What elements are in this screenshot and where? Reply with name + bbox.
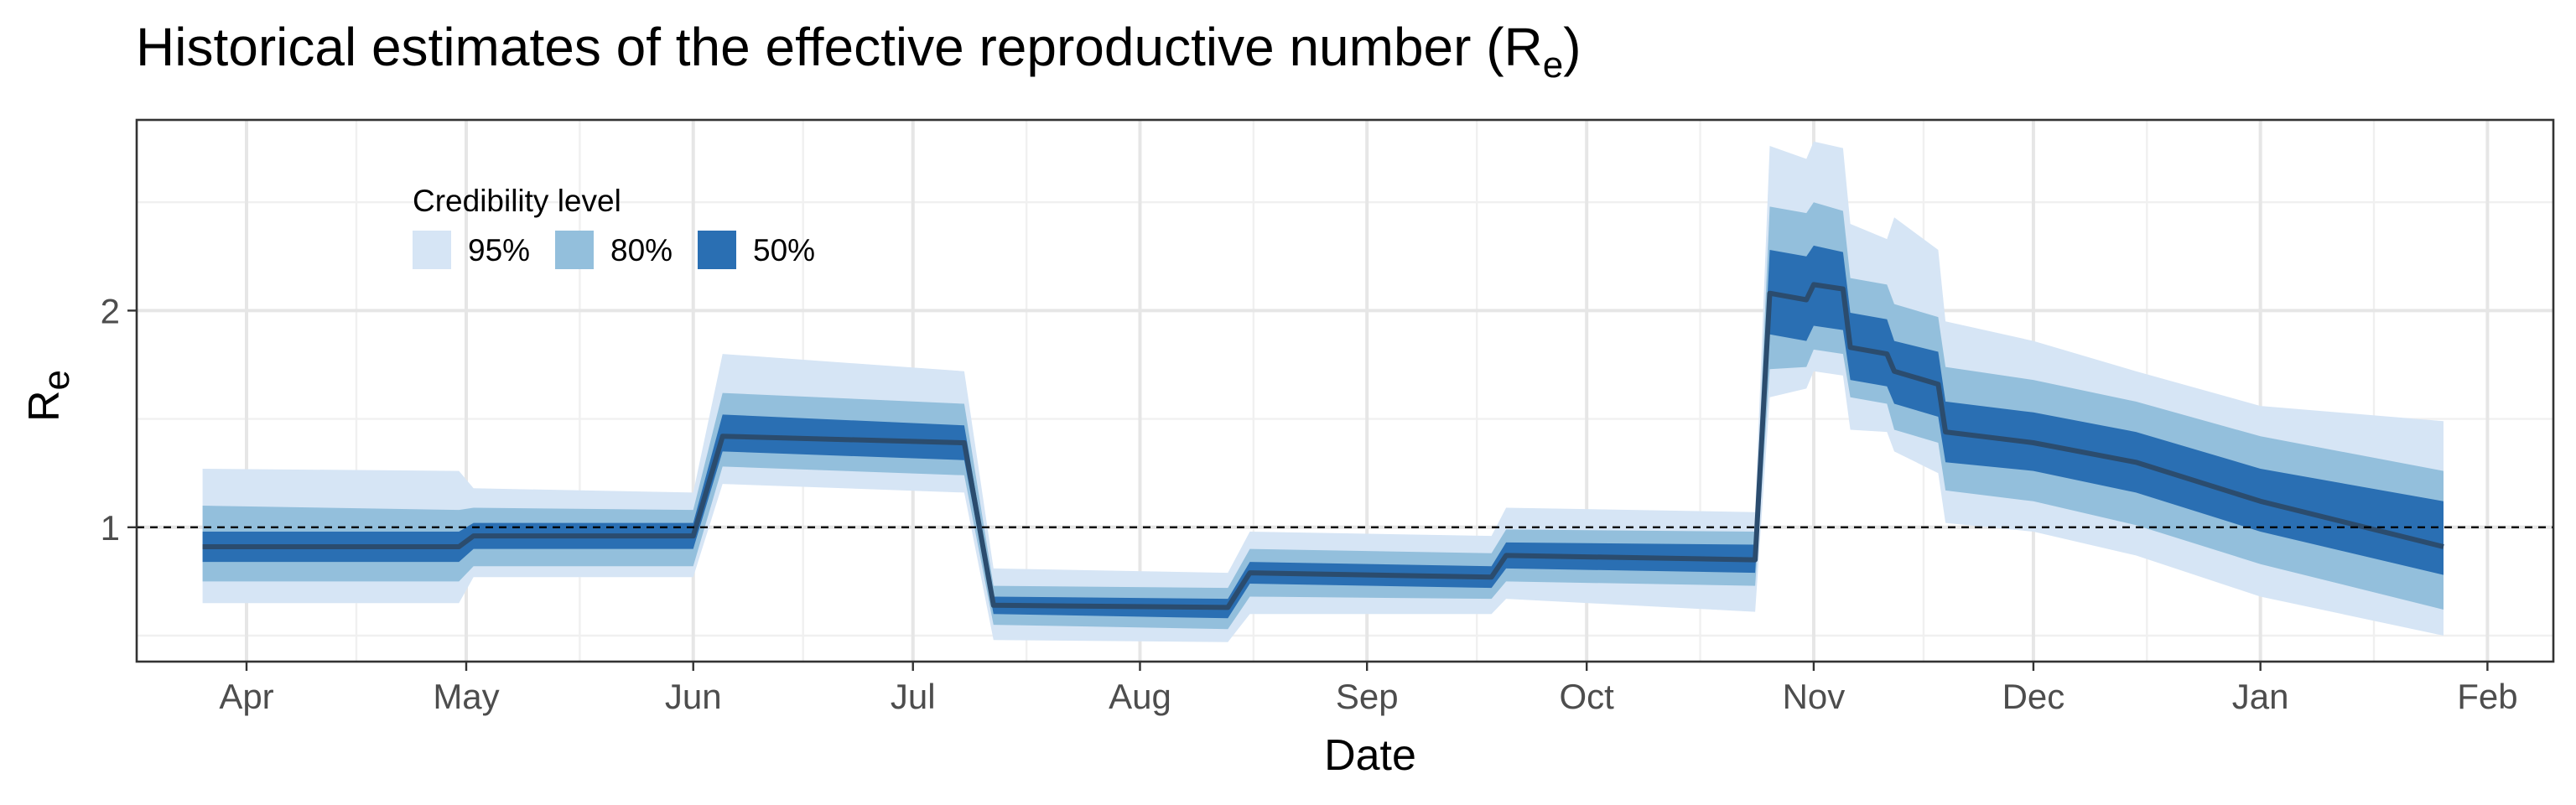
y-tick-label: 2: [101, 291, 120, 330]
plot-panel-border: [135, 118, 2555, 663]
x-tick-label: Dec: [2002, 677, 2065, 716]
chart-title-main: Historical estimates of the effective re…: [136, 17, 1543, 77]
legend: Credibility level 95% 80% 50%: [413, 184, 815, 269]
x-tick-label: Jun: [665, 677, 722, 716]
x-tick-label: Feb: [2457, 677, 2517, 716]
x-tick-label: Nov: [1783, 677, 1846, 716]
legend-label-95: 95%: [468, 233, 530, 267]
x-tick-label: Sep: [1336, 677, 1399, 716]
x-tick-label: Oct: [1560, 677, 1615, 716]
band-50: [202, 245, 2444, 619]
chart-title: Historical estimates of the effective re…: [136, 17, 1581, 86]
x-axis: Apr May Jun Jul Aug Sep Oct Nov Dec Jan Feb: [219, 662, 2518, 716]
legend-swatch-50: [698, 231, 736, 269]
x-tick-label: Aug: [1109, 677, 1171, 716]
x-tick-label: Jul: [891, 677, 936, 716]
credibility-bands: [202, 141, 2444, 642]
y-axis-title-subscript: e: [36, 370, 77, 390]
y-axis-title-main: R: [20, 390, 69, 422]
legend-entries: 95% 80% 50%: [413, 231, 815, 269]
band-95: [202, 141, 2444, 642]
chart-title-subscript: e: [1543, 44, 1563, 86]
chart-title-suffix: ): [1563, 17, 1581, 77]
median-layer: [202, 282, 2444, 610]
band-80: [202, 202, 2444, 630]
legend-label-80: 80%: [610, 233, 673, 267]
y-axis: 12: [101, 291, 137, 548]
x-axis-title: Date: [1324, 731, 1416, 780]
legend-swatch-95: [413, 231, 451, 269]
legend-swatch-80: [555, 231, 594, 269]
x-tick-label: Jan: [2232, 677, 2289, 716]
y-axis-title: Re: [20, 370, 77, 422]
median-line: [202, 282, 2444, 610]
legend-title: Credibility level: [413, 184, 621, 218]
legend-label-50: 50%: [753, 233, 815, 267]
x-tick-label: May: [433, 677, 499, 716]
y-tick-label: 1: [101, 508, 120, 548]
x-tick-label: Apr: [219, 677, 273, 716]
